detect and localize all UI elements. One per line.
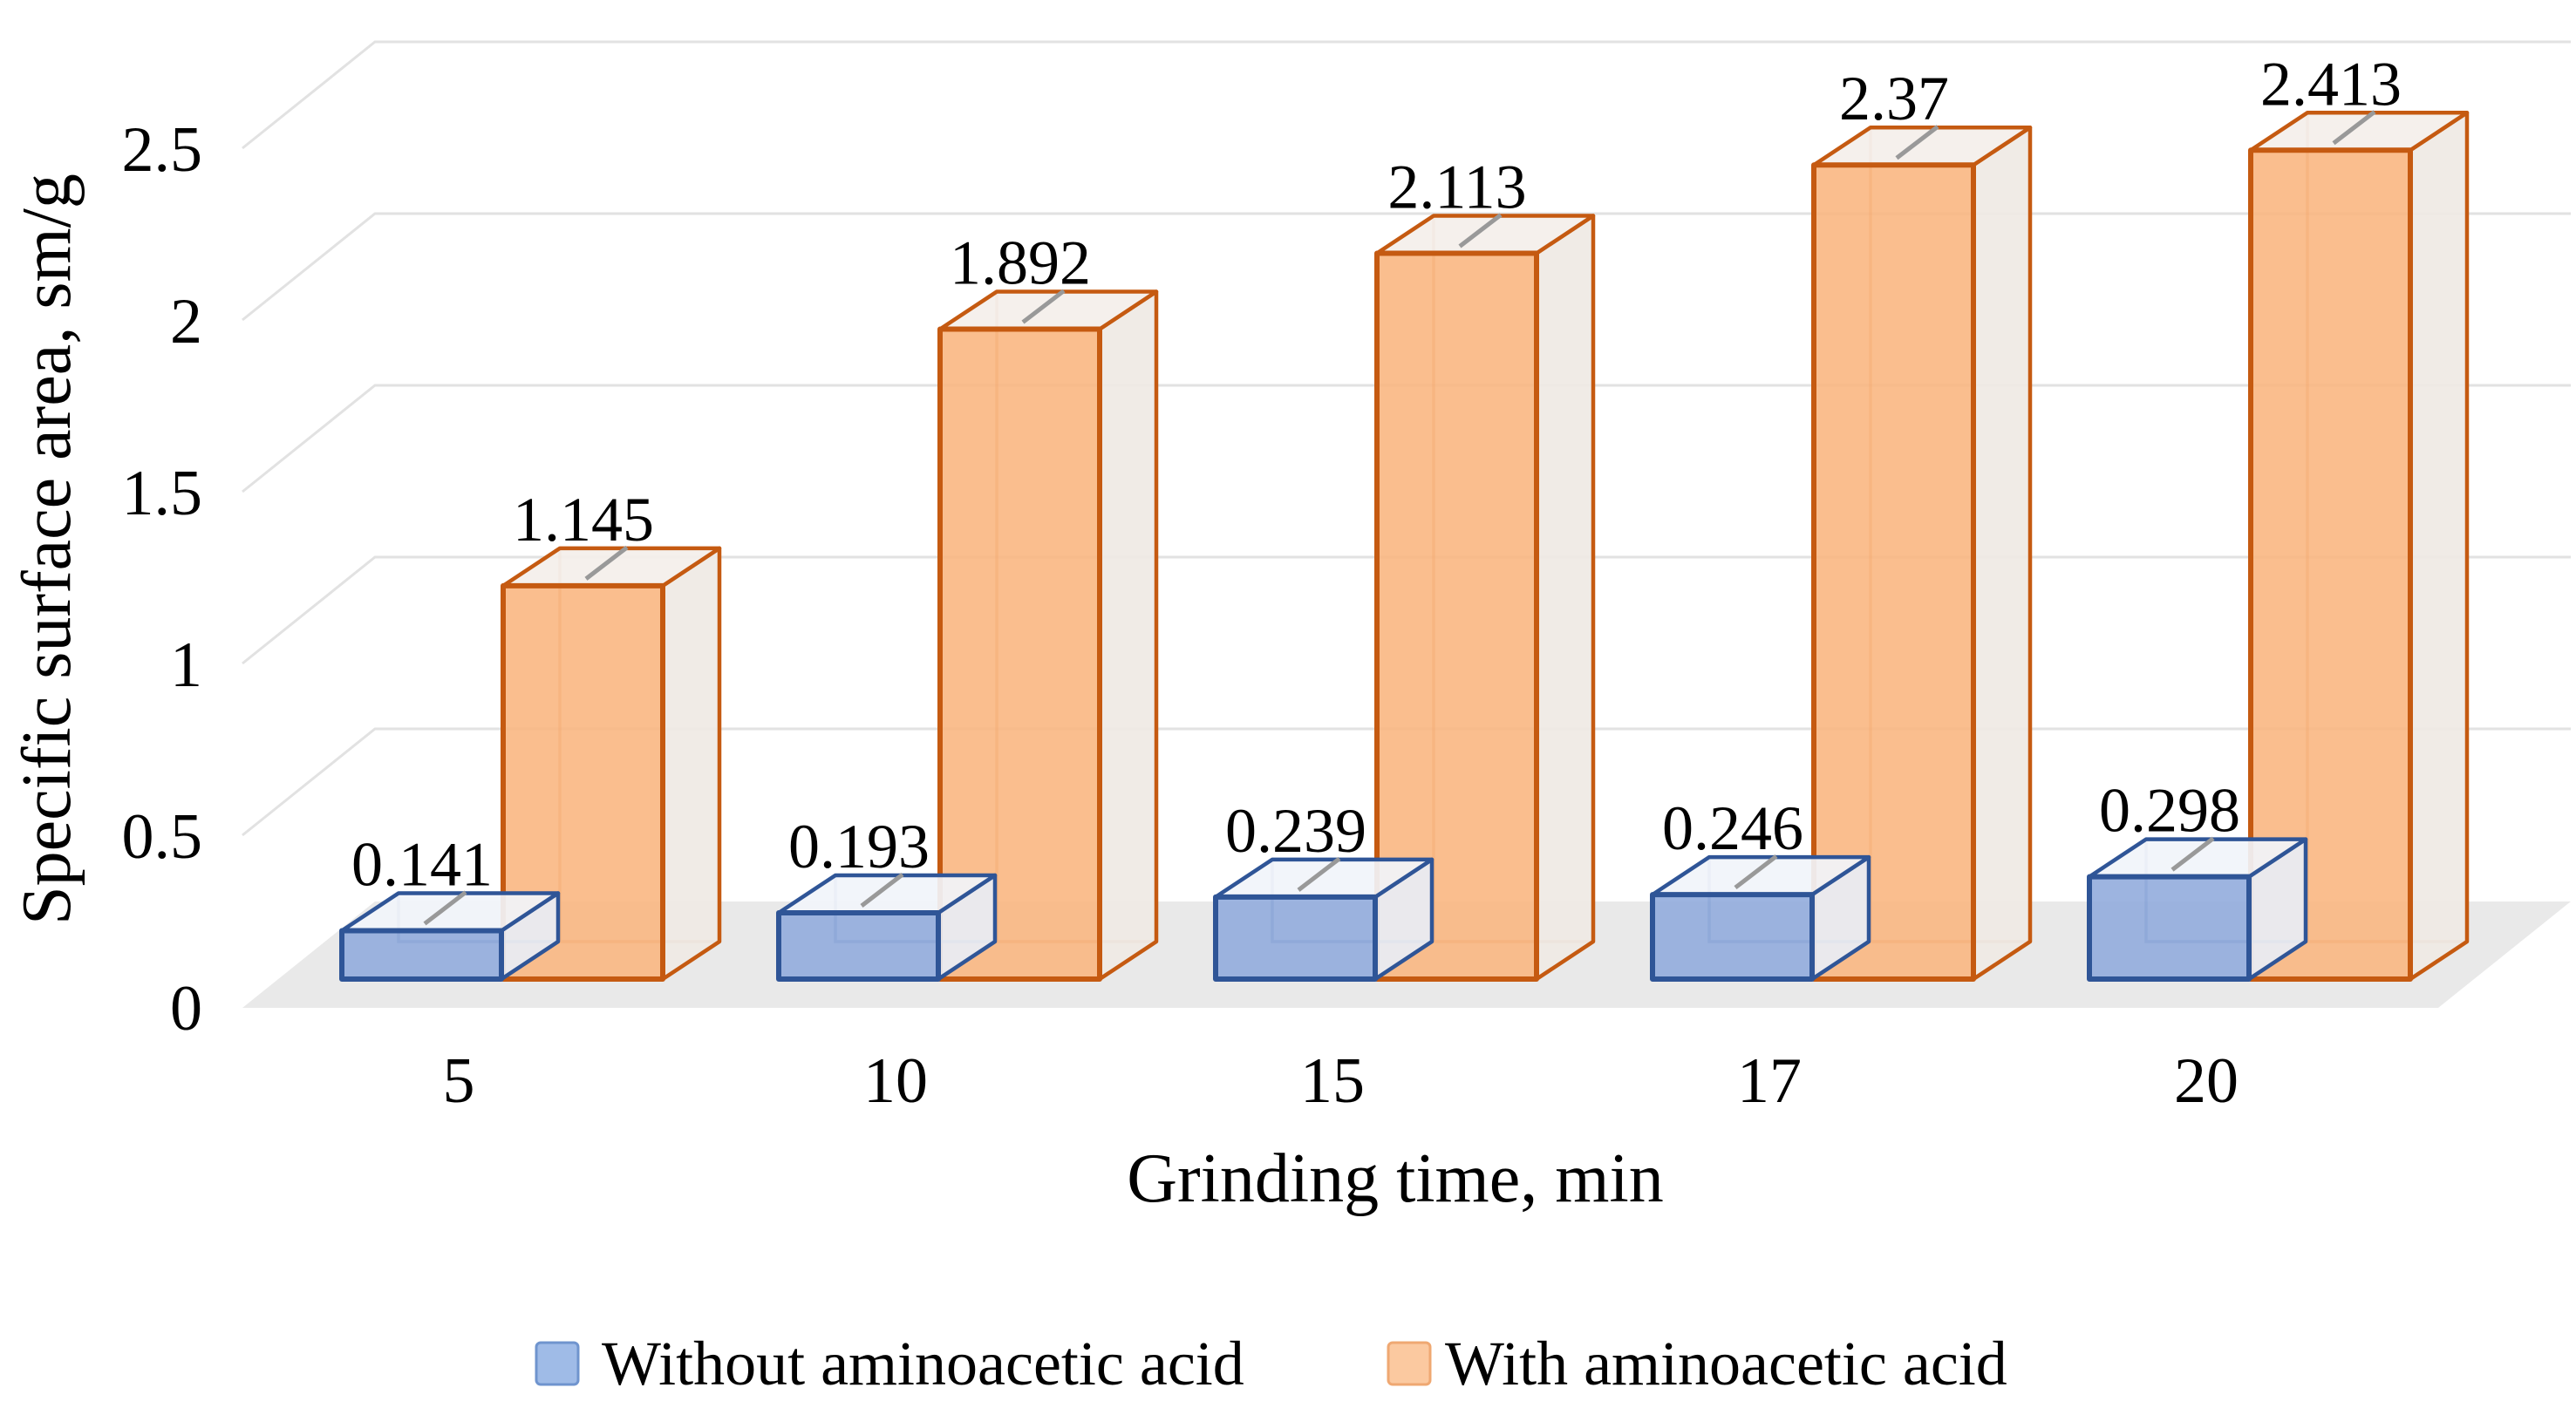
x-tick-label: 5 [443,1045,475,1117]
bar-with-front-face [1811,162,1976,982]
legend-label-without: Without aminoacetic acid [602,1329,1244,1398]
data-label: 0.239 [1225,796,1366,866]
data-label: 2.413 [2260,49,2402,119]
gridline [242,40,2571,150]
legend-swatch-with [1387,1341,1432,1386]
y-tick-label: 0.5 [122,801,203,873]
data-label: 2.37 [1839,64,1949,133]
bar-without-front-face [2087,874,2252,982]
y-tick-label: 2.5 [122,114,203,186]
data-label: 2.113 [1387,152,1526,221]
y-tick-label: 0 [170,973,202,1044]
data-label: 0.193 [788,812,930,881]
data-label: 0.246 [1662,793,1803,863]
plot-area: 0 0.5 1 1.5 2 2.5 1.145 0.141 5 1.892 0.193 10 2.113… [122,40,2571,1117]
bar-with-front-face [501,582,665,982]
data-label-leader [1021,289,1066,324]
data-label: 1.892 [950,228,1091,298]
x-axis-title: Grinding time, min [1127,1140,1664,1217]
data-label-leader [1895,125,1939,160]
data-label-leader [2171,836,2215,872]
y-tick-label: 2 [170,286,202,357]
y-tick-label: 1 [170,629,202,701]
x-tick-label: 10 [863,1045,928,1117]
data-label: 0.141 [351,829,493,899]
x-tick-label: 20 [2174,1045,2239,1117]
bar-without-front-face [776,909,941,982]
legend-swatch-without [535,1341,580,1386]
y-axis-title: Specific surface area, sm/g [9,173,85,925]
bar-with-front-face [1374,250,1539,982]
bar-with-front-face [937,326,1102,982]
data-label-leader [1458,213,1503,248]
data-label: 0.298 [2099,776,2240,846]
bar-with-side-face [660,546,722,982]
bar-without-front-face [339,928,504,982]
bar-with-side-face [1097,289,1159,982]
bar-without-front-face [1213,894,1378,982]
bar-with-side-face [1534,214,1596,982]
bar-with-side-face [2408,111,2470,982]
x-tick-label: 17 [1737,1045,1802,1117]
x-tick-label: 15 [1300,1045,1365,1117]
data-label-leader [584,545,629,581]
legend: Without aminoacetic acid With aminoaceti… [535,1329,2007,1398]
bar-without-front-face [1650,892,1815,982]
y-tick-label: 1.5 [122,458,203,529]
bar-with-side-face [1971,125,2033,982]
data-label: 1.145 [513,485,654,554]
data-label-leader [2332,110,2376,146]
data-label-leader [860,872,904,908]
data-label-leader [423,890,467,926]
legend-label-with: With aminoacetic acid [1445,1329,2007,1398]
data-label-leader [1297,856,1341,892]
data-label-leader [1734,854,1778,890]
bar-with-front-face [2248,147,2413,982]
